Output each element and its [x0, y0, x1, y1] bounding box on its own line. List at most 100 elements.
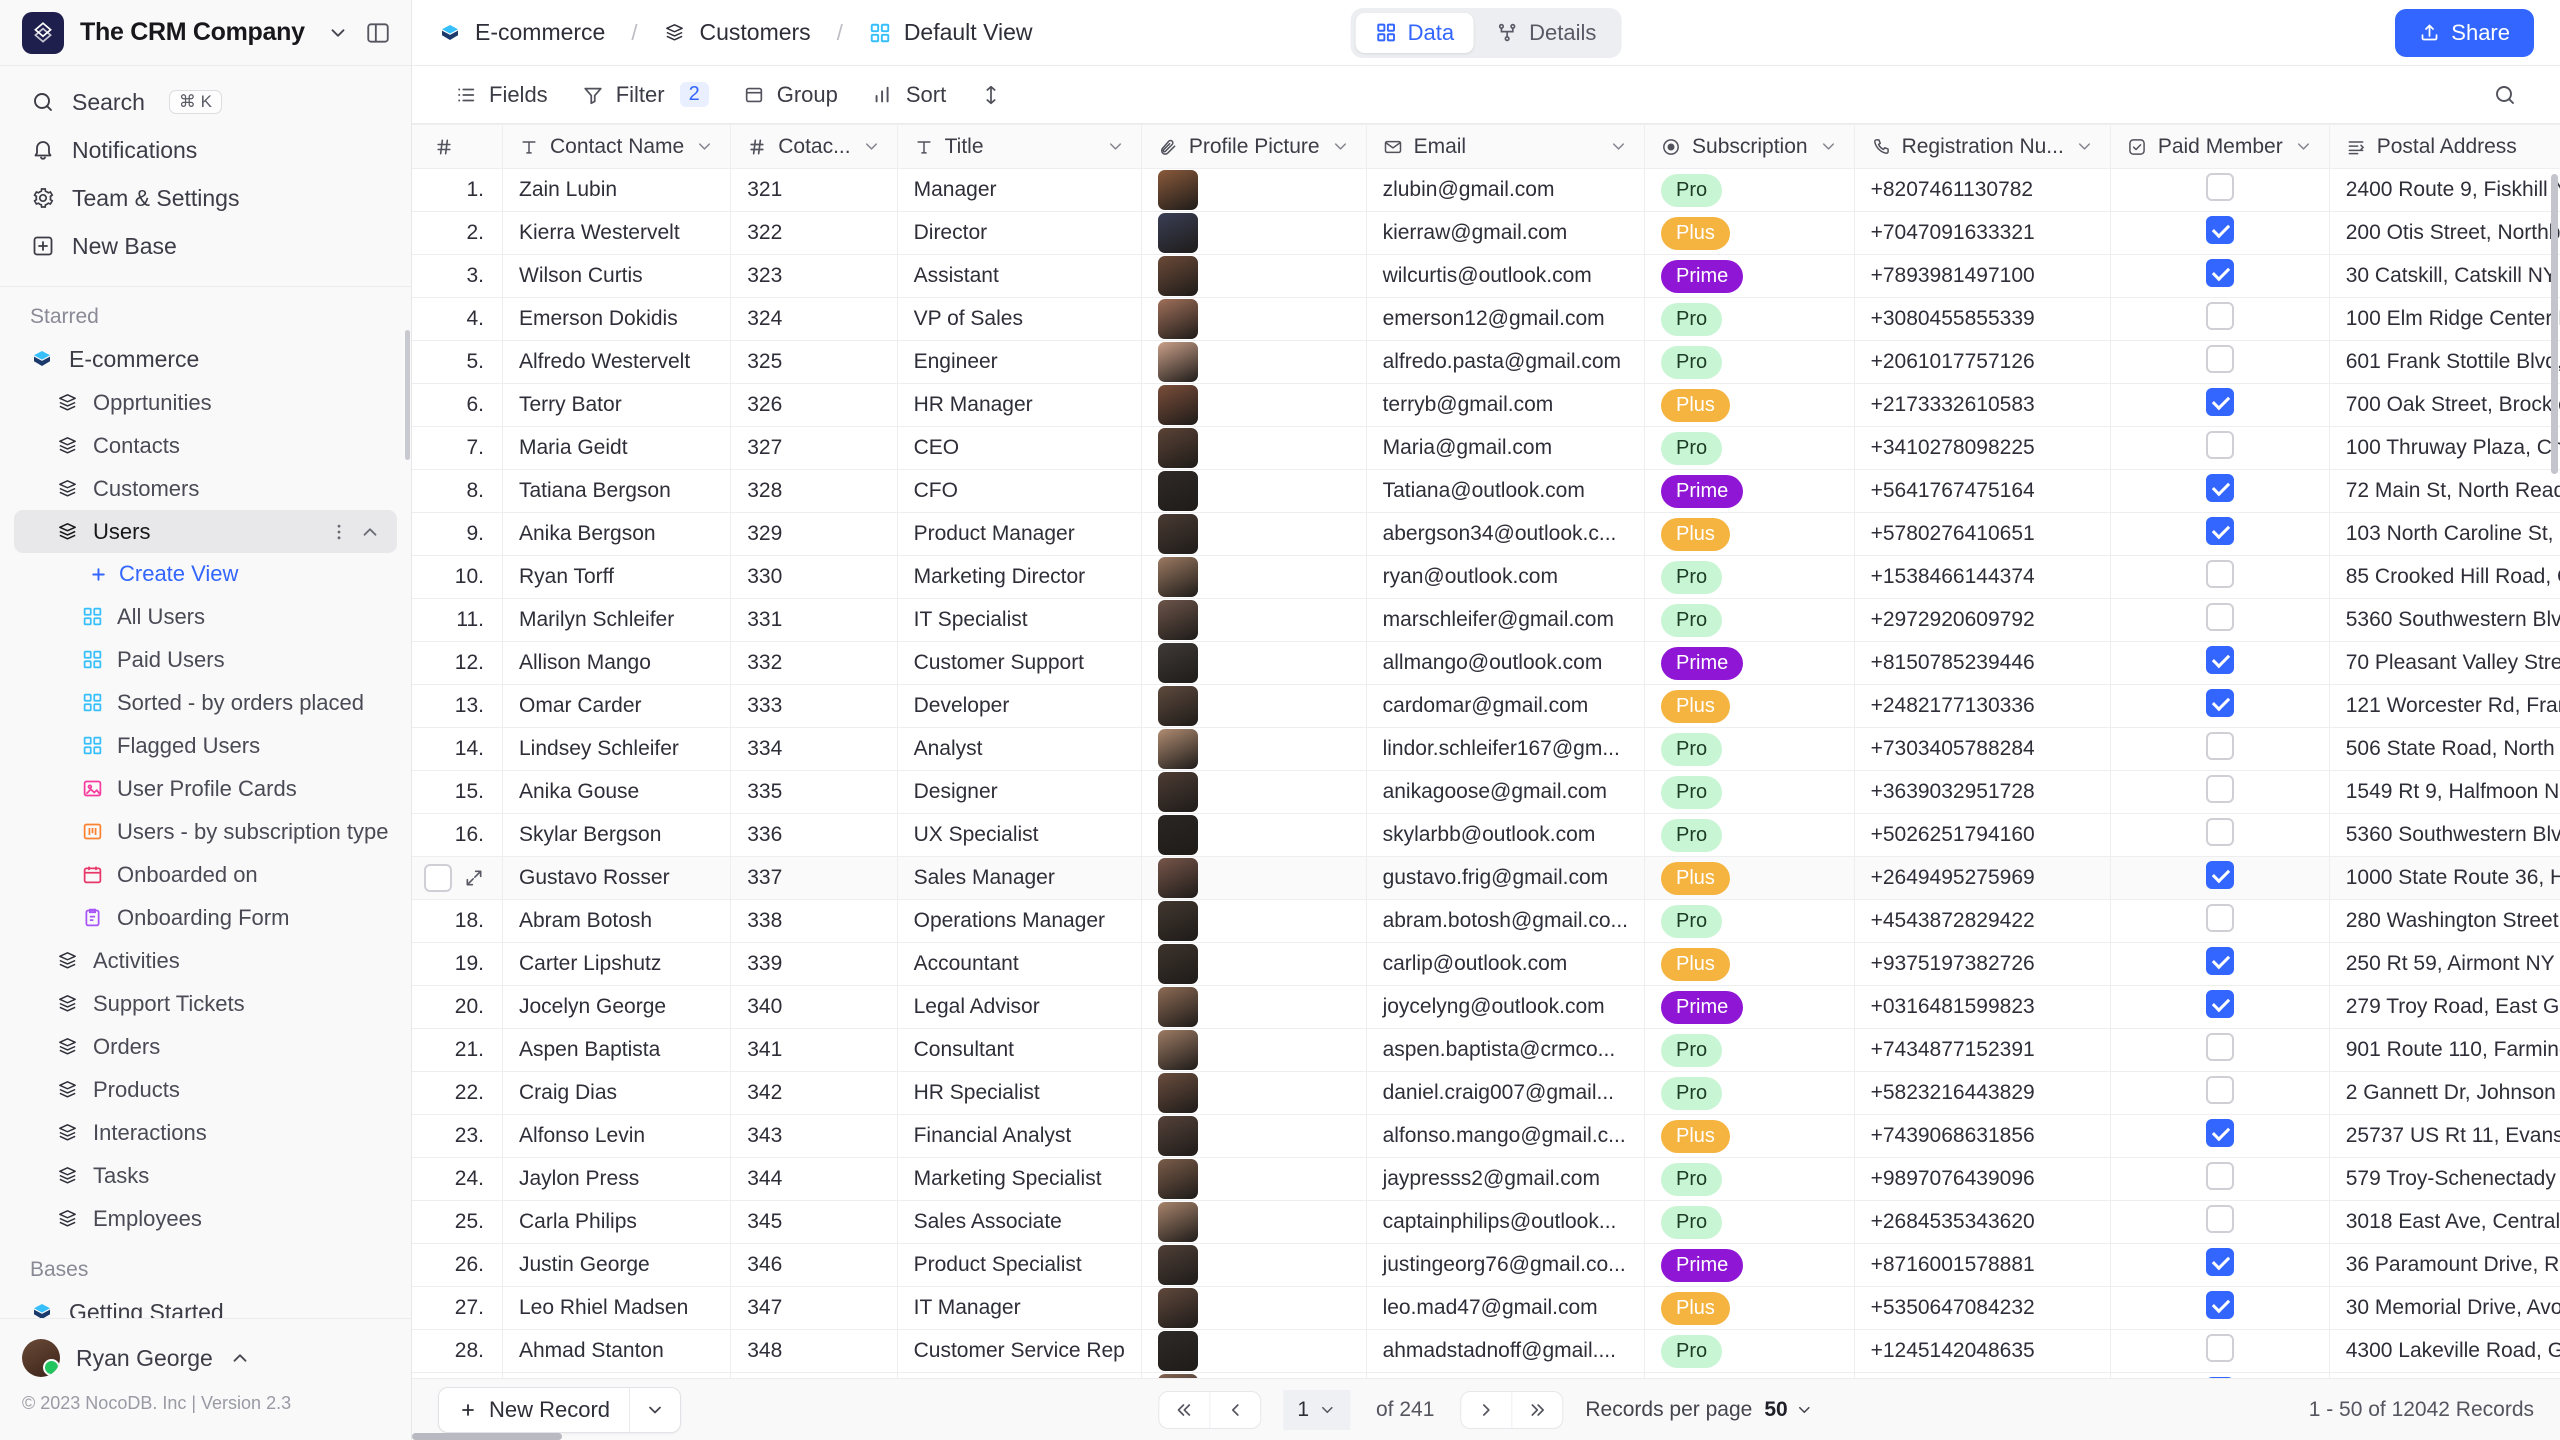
- cell-registration-number[interactable]: +8150785239446: [1854, 641, 2111, 685]
- cell-subscription[interactable]: Plus: [1644, 512, 1855, 556]
- cell-profile-picture[interactable]: [1141, 469, 1367, 513]
- cell-profile-picture[interactable]: [1141, 1157, 1367, 1201]
- cell-subscription[interactable]: Plus: [1644, 1114, 1855, 1158]
- cell-contact-name[interactable]: Justin George: [502, 1243, 732, 1287]
- chevron-down-icon[interactable]: [1331, 137, 1350, 156]
- cell-contact-number[interactable]: 348: [730, 1329, 898, 1373]
- cell-subscription[interactable]: Plus: [1644, 211, 1855, 255]
- sidebar-view-onboarding-form[interactable]: Onboarding Form: [14, 896, 397, 939]
- sidebar-table-orders[interactable]: Orders: [14, 1025, 397, 1068]
- cell-profile-picture[interactable]: [1141, 1372, 1367, 1378]
- chevron-down-icon[interactable]: [1609, 137, 1628, 156]
- cell-registration-number[interactable]: +5780276410651: [1854, 512, 2111, 556]
- cell-email[interactable]: anikagoose@gmail.com: [1366, 770, 1646, 814]
- paid-member-checkbox[interactable]: [2205, 818, 2234, 846]
- sidebar-table-interactions[interactable]: Interactions: [14, 1111, 397, 1154]
- paid-member-checkbox[interactable]: [2205, 1248, 2234, 1276]
- cell-postal-address[interactable]: 103 North Caroline St, Herkimer: [2329, 512, 2560, 556]
- cell-email[interactable]: wilcurtis@outlook.com: [1366, 254, 1646, 298]
- sidebar-table-customers[interactable]: Customers: [14, 467, 397, 510]
- cell-profile-picture[interactable]: [1141, 168, 1367, 212]
- cell-title[interactable]: Manager: [897, 168, 1142, 212]
- cell-email[interactable]: alfredo.pasta@gmail.com: [1366, 340, 1646, 384]
- column-header-profile-picture[interactable]: Profile Picture: [1141, 124, 1367, 169]
- cell-title[interactable]: Consultant: [897, 1028, 1142, 1072]
- cell-profile-picture[interactable]: [1141, 512, 1367, 556]
- cell-subscription[interactable]: Pro: [1644, 727, 1855, 771]
- cell-email[interactable]: skylarbb@outlook.com: [1366, 813, 1646, 857]
- paid-member-checkbox[interactable]: [2205, 1334, 2234, 1362]
- cell-title[interactable]: Marketing Specialist: [897, 1157, 1142, 1201]
- cell-contact-name[interactable]: Jocelyn George: [502, 985, 732, 1029]
- cell-subscription[interactable]: Pro: [1644, 1071, 1855, 1115]
- paid-member-checkbox[interactable]: [2205, 603, 2234, 631]
- paid-member-checkbox[interactable]: [2205, 474, 2234, 502]
- table-row[interactable]: 1. Zain Lubin 321 Manager zlubin@gmail.com Pr…: [412, 168, 2560, 212]
- cell-registration-number[interactable]: +3639032951728: [1854, 770, 2111, 814]
- cell-subscription[interactable]: Pro: [1644, 297, 1855, 341]
- cell-paid-member[interactable]: [2110, 340, 2330, 384]
- cell-contact-name[interactable]: Ahmad Stanton: [502, 1329, 732, 1373]
- cell-profile-picture[interactable]: [1141, 1286, 1367, 1330]
- cell-registration-number[interactable]: +2061017757126: [1854, 340, 2111, 384]
- table-row[interactable]: 16. Skylar Bergson 336 UX Specialist skylarb…: [412, 813, 2560, 857]
- cell-subscription[interactable]: Prime: [1644, 641, 1855, 685]
- cell-postal-address[interactable]: 36 Paramount Drive, Raynham MA: [2329, 1243, 2560, 1287]
- table-row[interactable]: 8. Tatiana Bergson 328 CFO Tatiana@outlook.c…: [412, 469, 2560, 513]
- cell-contact-name[interactable]: Craig Dias: [502, 1071, 732, 1115]
- cell-paid-member[interactable]: [2110, 1243, 2330, 1287]
- paid-member-checkbox[interactable]: [2205, 1291, 2234, 1319]
- paid-member-checkbox[interactable]: [2205, 861, 2234, 889]
- cell-subscription[interactable]: Pro: [1644, 168, 1855, 212]
- cell-registration-number[interactable]: +2972920609792: [1854, 598, 2111, 642]
- cell-title[interactable]: Sales Manager: [897, 856, 1142, 900]
- cell-postal-address[interactable]: 5360 Southwestern Blvd, Hamburg: [2329, 598, 2560, 642]
- paid-member-checkbox[interactable]: [2205, 345, 2234, 373]
- cell-registration-number[interactable]: +8716001578881: [1854, 1243, 2111, 1287]
- sidebar-table-products[interactable]: Products: [14, 1068, 397, 1111]
- paid-member-checkbox[interactable]: [2205, 1076, 2234, 1104]
- cell-profile-picture[interactable]: [1141, 899, 1367, 943]
- cell-subscription[interactable]: Pro: [1644, 1028, 1855, 1072]
- cell-subscription[interactable]: Pro: [1644, 555, 1855, 599]
- sidebar-table-tasks[interactable]: Tasks: [14, 1154, 397, 1197]
- cell-postal-address[interactable]: 4300 Lakeville Road, Geneseo: [2329, 1329, 2560, 1373]
- cell-title[interactable]: Director: [897, 211, 1142, 255]
- cell-contact-number[interactable]: 342: [730, 1071, 898, 1115]
- cell-profile-picture[interactable]: [1141, 942, 1367, 986]
- table-row[interactable]: 9. Anika Bergson 329 Product Manager abergso…: [412, 512, 2560, 556]
- cell-title[interactable]: HR Specialist: [897, 1071, 1142, 1115]
- cell-title[interactable]: Marketing Director: [897, 555, 1142, 599]
- cell-contact-number[interactable]: 345: [730, 1200, 898, 1244]
- breadcrumb-item-base[interactable]: E-commerce: [475, 19, 606, 45]
- cell-email[interactable]: daniel.craig007@gmail...: [1366, 1071, 1646, 1115]
- cell-registration-number[interactable]: +2649495275969: [1854, 856, 2111, 900]
- sidebar-table-employees[interactable]: Employees: [14, 1197, 397, 1240]
- cell-profile-picture[interactable]: [1141, 555, 1367, 599]
- cell-profile-picture[interactable]: [1141, 856, 1367, 900]
- cell-contact-number[interactable]: 333: [730, 684, 898, 728]
- cell-postal-address[interactable]: 279 Troy Road, East Greenbush: [2329, 985, 2560, 1029]
- cell-contact-name[interactable]: Kierra Westervelt: [502, 211, 732, 255]
- cell-paid-member[interactable]: [2110, 512, 2330, 556]
- cell-paid-member[interactable]: [2110, 297, 2330, 341]
- cell-registration-number[interactable]: +2173332610583: [1854, 383, 2111, 427]
- cell-paid-member[interactable]: [2110, 1157, 2330, 1201]
- cell-contact-number[interactable]: 324: [730, 297, 898, 341]
- cell-contact-number[interactable]: 338: [730, 899, 898, 943]
- cell-contact-number[interactable]: 321: [730, 168, 898, 212]
- cell-subscription[interactable]: Prime: [1644, 254, 1855, 298]
- cell-contact-name[interactable]: Abram Botosh: [502, 899, 732, 943]
- cell-contact-name[interactable]: Zain Lubin: [502, 168, 732, 212]
- cell-contact-number[interactable]: 323: [730, 254, 898, 298]
- cell-subscription[interactable]: Pro: [1644, 1329, 1855, 1373]
- cell-title[interactable]: Product Specialist: [897, 1243, 1142, 1287]
- cell-registration-number[interactable]: +7047091633321: [1854, 211, 2111, 255]
- cell-contact-number[interactable]: 329: [730, 512, 898, 556]
- share-button[interactable]: Share: [2395, 8, 2534, 57]
- cell-contact-name[interactable]: Anika Gouse: [502, 770, 732, 814]
- column-header-contact-name[interactable]: Contact Name: [502, 124, 732, 169]
- cell-email[interactable]: Wanderbilt@outlook.com: [1366, 1372, 1646, 1378]
- table-row[interactable]: Gustavo Rosser 337 Sales Manager gustavo.fr…: [412, 856, 2560, 900]
- cell-contact-name[interactable]: Skylar Bergson: [502, 813, 732, 857]
